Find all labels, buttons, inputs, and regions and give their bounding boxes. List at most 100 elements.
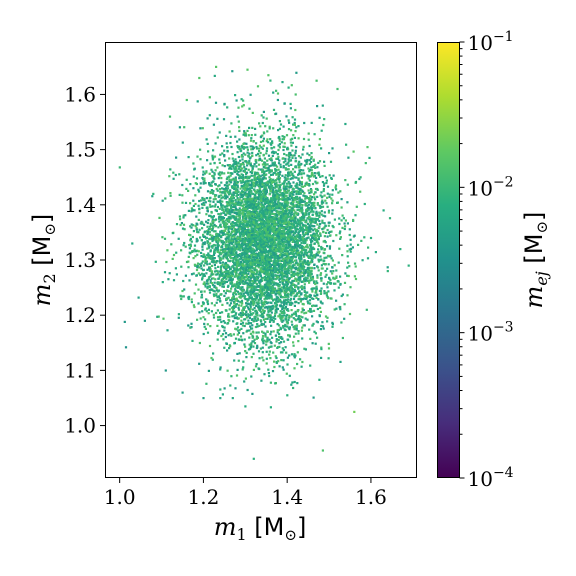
scatter-point bbox=[295, 71, 298, 74]
scatter-point bbox=[232, 193, 235, 196]
scatter-point bbox=[346, 222, 349, 225]
scatter-point bbox=[192, 304, 195, 307]
scatter-point bbox=[269, 183, 273, 186]
scatter-point bbox=[246, 207, 249, 210]
scatter-point bbox=[304, 294, 307, 297]
scatter-point bbox=[260, 233, 263, 236]
scatter-point bbox=[297, 316, 300, 319]
scatter-point bbox=[200, 272, 203, 275]
scatter-point bbox=[230, 299, 233, 302]
scatter-point bbox=[319, 274, 322, 277]
scatter-point bbox=[326, 192, 329, 195]
scatter-point bbox=[293, 356, 296, 359]
scatter-point bbox=[282, 212, 285, 216]
scatter-point bbox=[303, 270, 306, 274]
scatter-point bbox=[226, 266, 229, 269]
scatter-point bbox=[208, 172, 211, 175]
scatter-point bbox=[274, 288, 277, 291]
scatter-point bbox=[249, 282, 253, 285]
scatter-point bbox=[277, 328, 280, 332]
scatter-point bbox=[241, 201, 244, 204]
scatter-point bbox=[266, 281, 269, 284]
scatter-point bbox=[238, 177, 241, 180]
scatter-point bbox=[228, 304, 231, 307]
scatter-point bbox=[290, 229, 293, 232]
scatter-point bbox=[320, 191, 323, 194]
scatter-point bbox=[260, 276, 263, 280]
scatter-point bbox=[244, 279, 248, 282]
scatter-point bbox=[289, 212, 292, 215]
scatter-point bbox=[243, 255, 246, 258]
scatter-point bbox=[242, 240, 245, 243]
scatter-point bbox=[297, 192, 300, 195]
scatter-point bbox=[242, 170, 245, 173]
scatter-point bbox=[246, 222, 249, 226]
scatter-point bbox=[225, 277, 228, 281]
scatter-point bbox=[194, 225, 197, 228]
scatter-point bbox=[294, 184, 297, 187]
scatter-point bbox=[295, 261, 298, 264]
scatter-point bbox=[281, 308, 284, 311]
scatter-point bbox=[286, 270, 289, 273]
scatter-point bbox=[187, 324, 190, 327]
scatter-point bbox=[281, 202, 284, 205]
scatter-point bbox=[318, 138, 321, 141]
scatter-point bbox=[313, 172, 316, 175]
scatter-point bbox=[343, 317, 346, 320]
scatter-point bbox=[151, 195, 154, 198]
scatter-point bbox=[287, 164, 290, 167]
scatter-point bbox=[216, 136, 219, 139]
scatter-point bbox=[284, 179, 287, 182]
scatter-point bbox=[210, 264, 214, 267]
scatter-point bbox=[229, 384, 232, 387]
scatter-point bbox=[228, 216, 231, 219]
scatter-point bbox=[242, 178, 245, 181]
scatter-point bbox=[242, 332, 245, 335]
scatter-point bbox=[217, 331, 220, 334]
scatter-point bbox=[201, 227, 204, 230]
scatter-point bbox=[192, 257, 195, 260]
scatter-point bbox=[295, 324, 298, 327]
scatter-point bbox=[298, 201, 301, 204]
scatter-point bbox=[301, 263, 305, 266]
scatter-point bbox=[249, 276, 252, 280]
scatter-point bbox=[293, 123, 296, 126]
scatter-point bbox=[285, 372, 288, 375]
scatter-point bbox=[227, 171, 230, 174]
scatter-point bbox=[213, 155, 217, 158]
scatter-point bbox=[193, 248, 196, 251]
scatter-point bbox=[309, 238, 312, 241]
scatter-point bbox=[178, 173, 181, 176]
scatter-point bbox=[297, 249, 300, 252]
scatter-point bbox=[266, 336, 269, 339]
scatter-point bbox=[315, 296, 318, 299]
scatter-point bbox=[249, 162, 252, 165]
scatter-point bbox=[285, 191, 288, 194]
scatter-point bbox=[212, 237, 215, 240]
scatter-point bbox=[260, 221, 263, 224]
scatter-point bbox=[235, 187, 238, 190]
scatter-point bbox=[220, 225, 223, 228]
scatter-point bbox=[268, 320, 272, 323]
scatter-point bbox=[300, 329, 303, 332]
scatter-point bbox=[269, 170, 272, 173]
scatter-point bbox=[265, 350, 268, 353]
scatter-point bbox=[294, 243, 297, 246]
scatter-point bbox=[261, 338, 264, 341]
scatter-point bbox=[245, 322, 248, 325]
scatter-point bbox=[215, 301, 218, 304]
scatter-point bbox=[268, 186, 271, 189]
scatter-point bbox=[222, 187, 225, 191]
scatter-point bbox=[299, 216, 302, 219]
scatter-point bbox=[270, 311, 273, 314]
scatter-point bbox=[256, 323, 259, 326]
scatter-point bbox=[210, 211, 213, 214]
scatter-point bbox=[212, 257, 215, 260]
scatter-point bbox=[211, 154, 214, 157]
scatter-point bbox=[230, 334, 233, 337]
scatter-point bbox=[300, 256, 303, 260]
scatter-point bbox=[277, 155, 280, 158]
scatter-point bbox=[217, 272, 220, 275]
scatter-point bbox=[236, 186, 239, 189]
scatter-point bbox=[212, 189, 215, 193]
